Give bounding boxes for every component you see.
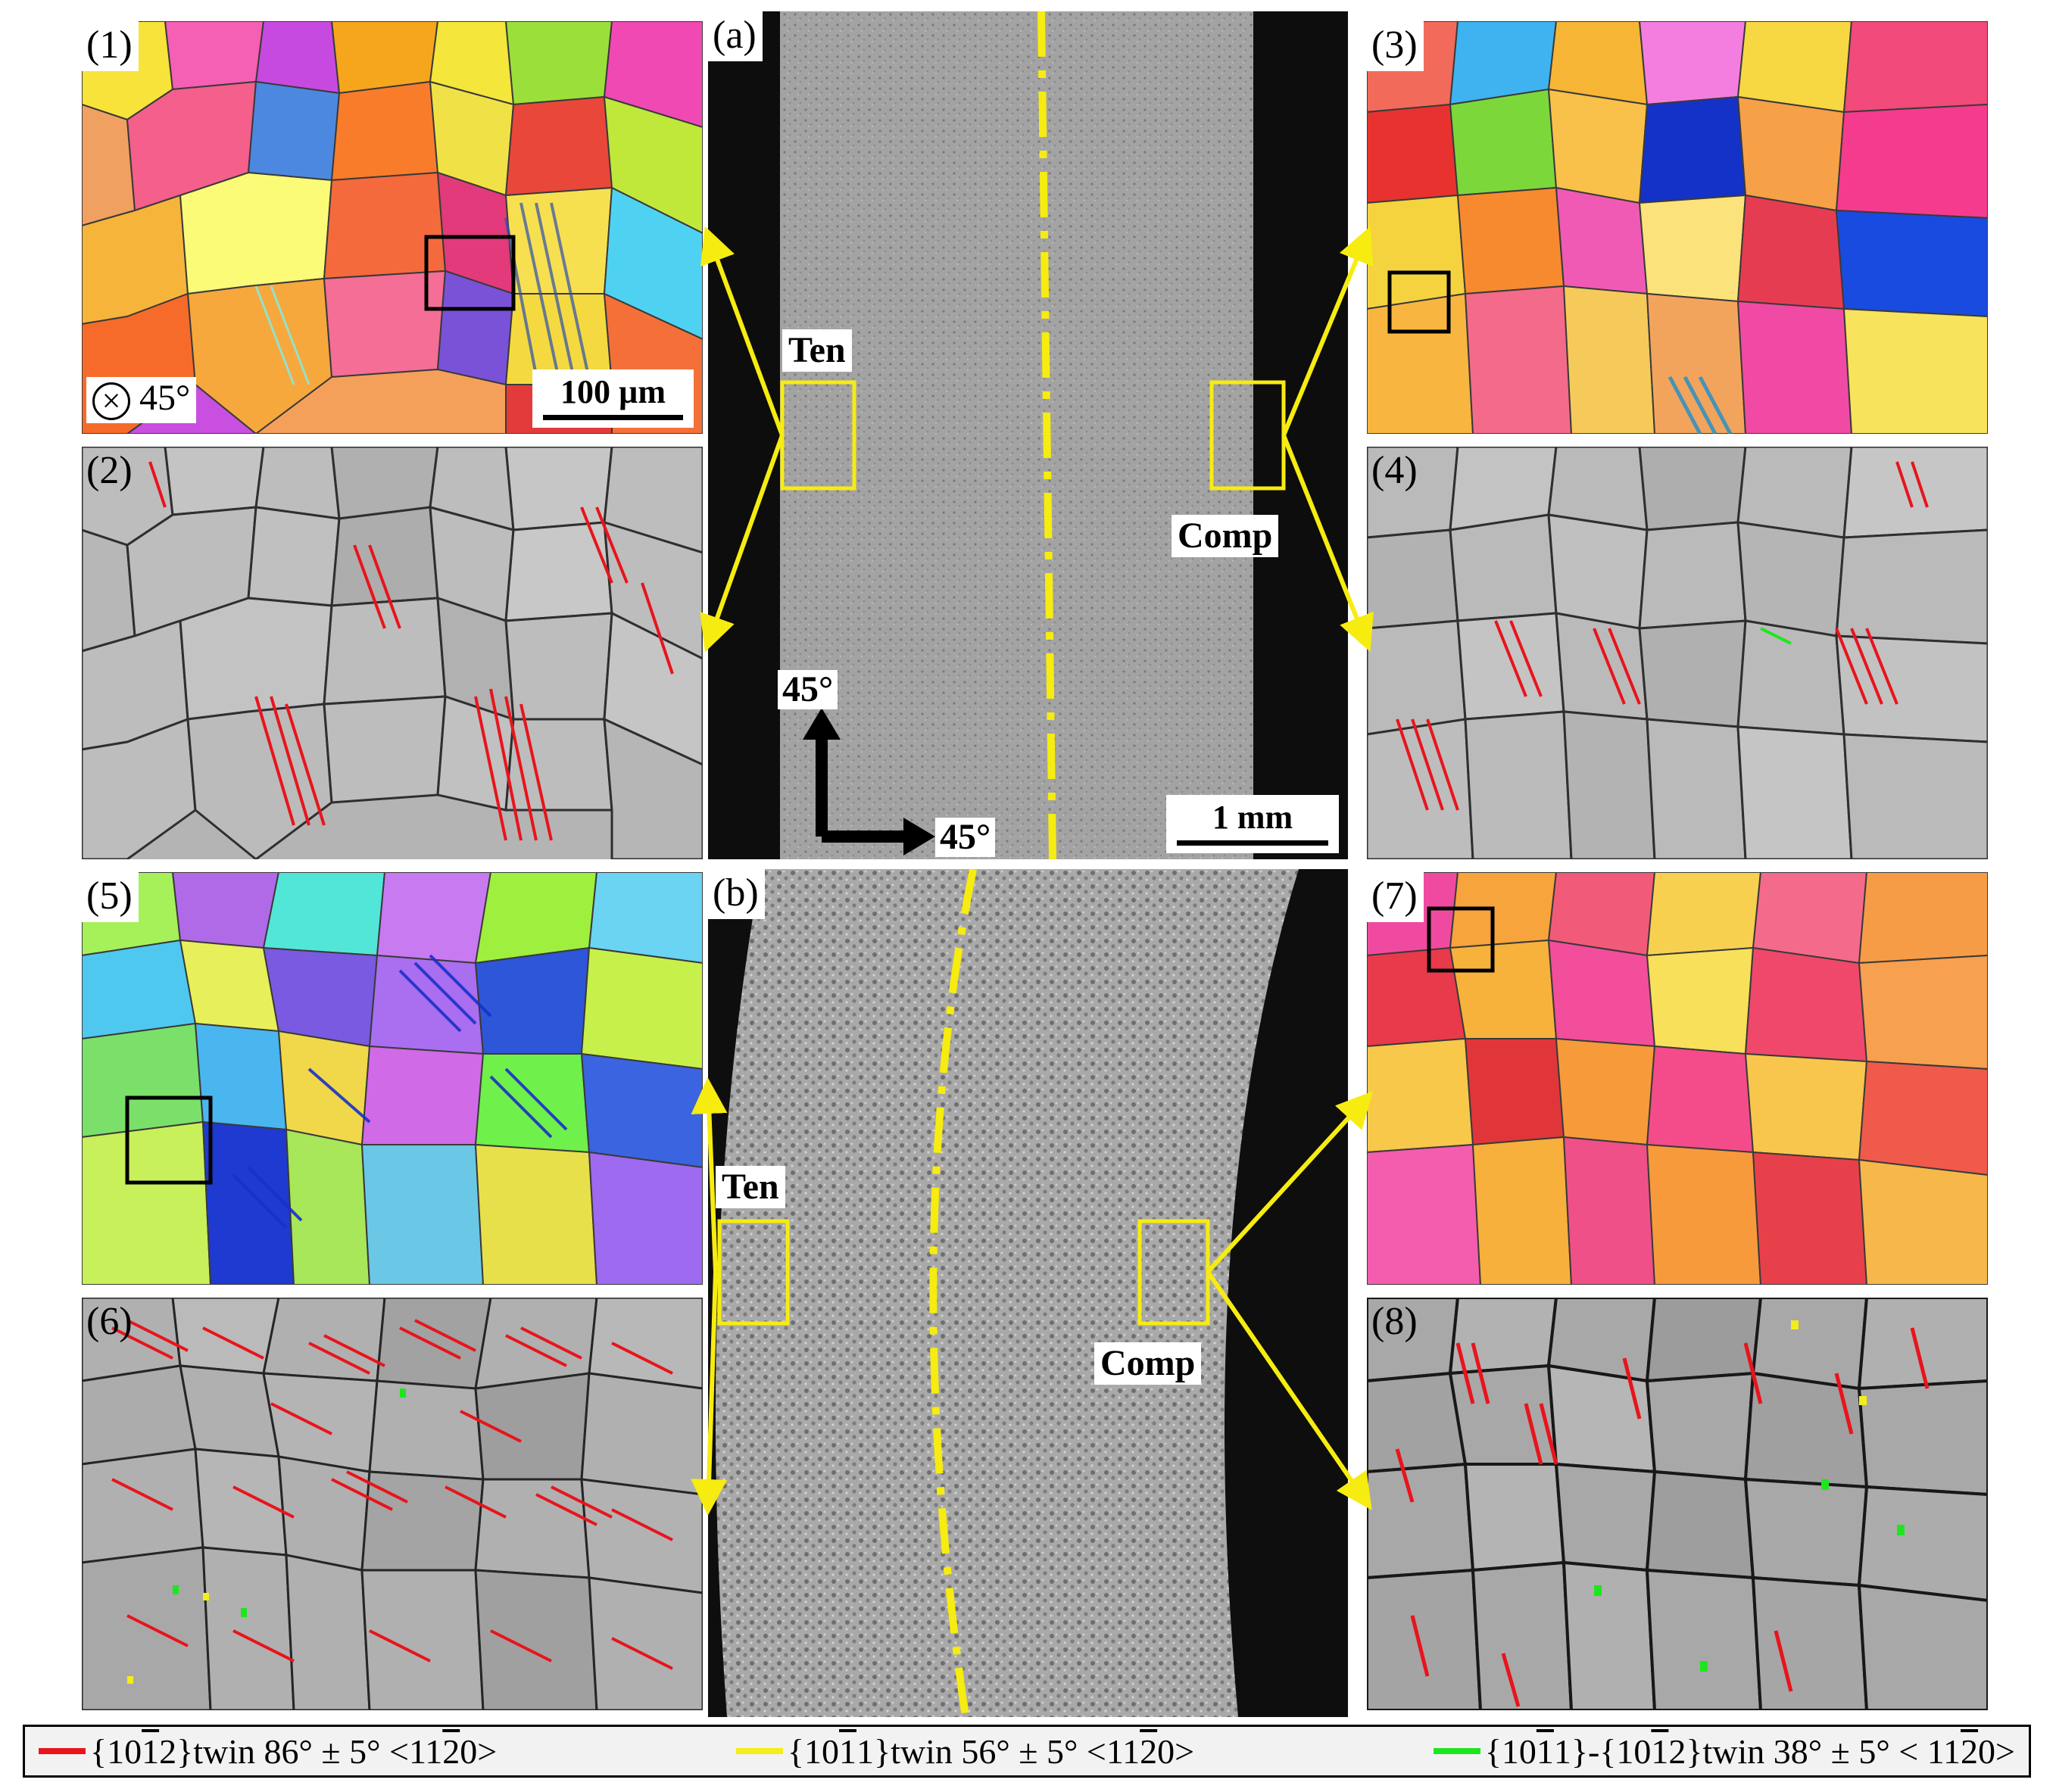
ebsd-map-5: (5): [82, 872, 703, 1285]
ebsd-map-8: (8): [1367, 1298, 1988, 1710]
legend-item-extension-twin: {10 1 2} twin 86° ± 5° <11 2 0>: [39, 1731, 497, 1772]
angle-up-label: 45°: [778, 670, 838, 709]
comp-label-a: Comp: [1172, 515, 1279, 557]
specimen-a-image: [708, 11, 1348, 859]
scalebar-1mm-line: [1177, 840, 1328, 846]
panel-label-b: (b): [708, 869, 765, 919]
panel-label-5: (5): [82, 872, 139, 922]
scalebar-1mm-text: 1 mm: [1212, 799, 1293, 836]
grain-boundary-map-8: [1367, 1298, 1988, 1710]
grain-map-5: [82, 872, 703, 1285]
inset-box-3: [1387, 270, 1451, 334]
axis-arrows: [816, 731, 913, 843]
inset-box-1: [424, 235, 516, 311]
panel-label-4: (4): [1371, 449, 1418, 492]
panel-label-2: (2): [86, 449, 133, 492]
legend-swatch-yellow: [735, 1748, 783, 1754]
legend-swatch-green: [1433, 1748, 1480, 1754]
comp-label-b: Comp: [1094, 1342, 1202, 1385]
scalebar-1mm: 1 mm: [1166, 795, 1339, 854]
inset-box-7: [1427, 906, 1495, 973]
angle-right-label: 45°: [935, 818, 996, 857]
scalebar-100um-text: 100 µm: [560, 373, 666, 410]
into-page-icon: ×: [92, 382, 130, 420]
inset-box-5: [125, 1095, 213, 1185]
grain-boundary-map-6: [82, 1298, 703, 1710]
specimen-b-image: [708, 869, 1348, 1717]
ebsd-map-4: (4): [1367, 447, 1988, 859]
micrograph-b: (b) Ten Comp: [708, 869, 1348, 1717]
grain-map-1: [82, 21, 703, 434]
ebsd-map-2: (2): [82, 447, 703, 859]
grain-boundary-map-2: [82, 447, 703, 859]
panel-label-6: (6): [86, 1300, 133, 1343]
ebsd-map-3: (3): [1367, 21, 1988, 434]
grain-map-3: [1367, 21, 1988, 434]
grain-map-7: [1367, 872, 1988, 1285]
ten-box-b: [717, 1219, 790, 1326]
legend-swatch-red: [39, 1748, 86, 1754]
ebsd-map-6: (6): [82, 1298, 703, 1710]
ebsd-map-7: (7): [1367, 872, 1988, 1285]
ten-label-b: Ten: [716, 1166, 785, 1208]
legend-item-double-twin: {10 1 1}-{10 1 2} twin 38° ± 5° < 11 2 0>: [1433, 1731, 2015, 1772]
panel-label-1: (1): [82, 21, 139, 71]
ten-label-a: Ten: [782, 329, 852, 372]
micrograph-a: (a) Ten Comp 45° 45° 1 mm: [708, 11, 1348, 859]
grain-boundary-map-4: [1367, 447, 1988, 859]
scalebar-100um-line: [543, 415, 683, 421]
panel-label-8: (8): [1371, 1300, 1418, 1343]
legend-item-contraction-twin: {10 1 1} twin 56° ± 5° <11 2 0>: [735, 1731, 1194, 1772]
panel-label-a: (a): [708, 11, 763, 61]
panel-label-3: (3): [1367, 21, 1424, 71]
panel-label-7: (7): [1367, 872, 1424, 922]
ebsd-map-1: (1) × 45° 100 µm: [82, 21, 703, 434]
twin-legend: {10 1 2} twin 86° ± 5° <11 2 0> {10 1 1} twin …: [23, 1725, 2031, 1778]
view-direction-label: × 45°: [86, 377, 197, 423]
scalebar-100um: 100 µm: [532, 369, 694, 429]
